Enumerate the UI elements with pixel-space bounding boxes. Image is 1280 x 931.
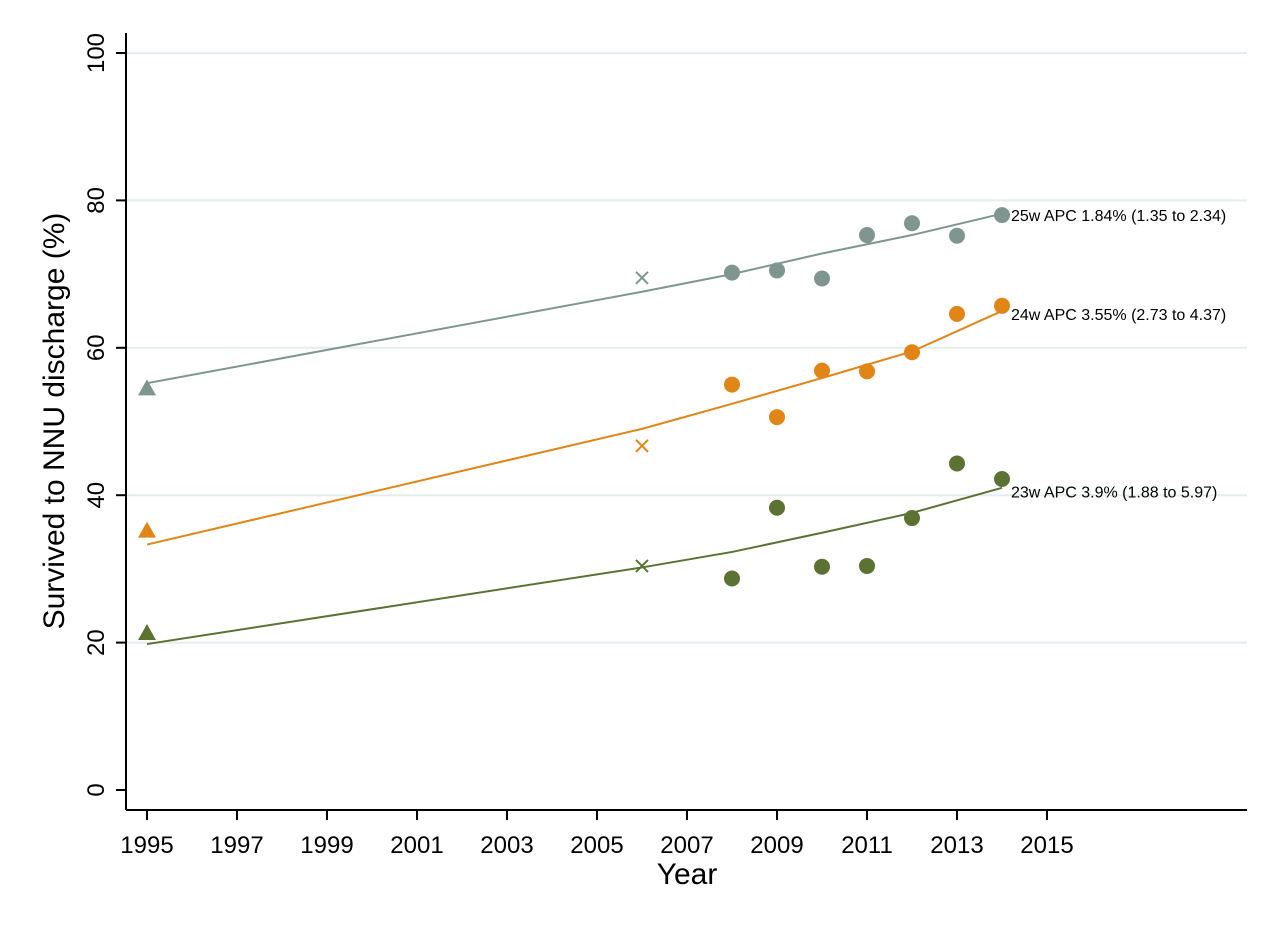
circle-point-25w: [949, 227, 965, 244]
y-tick-label: 20: [83, 629, 110, 656]
y-axis-title: Survived to NNU discharge (%): [38, 213, 71, 630]
trend-line-24w: [146, 310, 1003, 546]
x-tick-label: 1995: [120, 832, 173, 859]
circle-point-25w: [859, 227, 875, 244]
circle-point-24w: [859, 363, 875, 380]
y-tick-label: 0: [83, 783, 110, 796]
circle-point-25w: [814, 270, 830, 287]
x-tick-label: 2009: [750, 832, 803, 859]
x-tick-label: 2005: [570, 832, 623, 859]
trend-line-23w: [146, 486, 1003, 646]
circle-point-25w: [769, 262, 785, 279]
x-tick-label: 2011: [841, 832, 893, 859]
cross-point-25w: [635, 271, 649, 285]
circle-point-24w: [724, 376, 740, 393]
x-axis-title: Year: [657, 858, 718, 891]
circle-point-25w: [724, 264, 740, 281]
x-tick-label: 2003: [480, 832, 533, 859]
circle-point-24w: [994, 297, 1010, 314]
annotation-24w: 24w APC 3.55% (2.73 to 4.37): [1011, 307, 1226, 324]
x-tick-label: 1997: [210, 832, 263, 859]
circle-point-25w: [904, 215, 920, 232]
circle-point-24w: [904, 344, 920, 361]
annotations: 25w APC 1.84% (1.35 to 2.34) 24w APC 3.55…: [1011, 208, 1226, 501]
circle-point-23w: [814, 558, 830, 575]
axes: [125, 33, 1247, 811]
circle-point-25w: [994, 207, 1010, 224]
cross-point-24w: [635, 439, 649, 453]
y-tick-label: 100: [83, 33, 110, 73]
annotation-25w: 25w APC 1.84% (1.35 to 2.34): [1011, 208, 1226, 225]
circle-point-23w: [724, 570, 740, 587]
cross-point-23w: [635, 559, 649, 573]
y-tick-label: 40: [83, 482, 110, 509]
circle-point-23w: [769, 499, 785, 516]
circle-point-23w: [994, 470, 1010, 487]
x-tick-label: 2015: [1020, 832, 1073, 859]
x-tick-label: 2013: [930, 832, 983, 859]
circle-point-23w: [904, 510, 920, 527]
circle-point-24w: [814, 362, 830, 379]
x-tick-label: 2007: [660, 832, 713, 859]
tick-labels: 0 20 40 60 80 100 1995 1997 1999 2001 2003 2005 2007…: [83, 33, 1074, 859]
cross-stroke: [635, 559, 649, 573]
trend-lines: [146, 212, 1003, 646]
x-tick-label: 2001: [390, 832, 443, 859]
tick-marks: [116, 52, 1048, 820]
y-tick-label: 60: [83, 334, 110, 361]
circle-point-23w: [859, 557, 875, 574]
triangle-point-25w: [138, 379, 156, 396]
cross-stroke: [635, 271, 649, 285]
triangle-point-23w: [138, 624, 156, 641]
x-tick-label: 1999: [300, 832, 353, 859]
data-points: [138, 207, 1010, 641]
triangle-point-24w: [138, 521, 156, 538]
grid-lines: [126, 52, 1247, 644]
cross-stroke: [635, 439, 649, 453]
circle-point-24w: [949, 305, 965, 322]
y-tick-label: 80: [83, 187, 110, 214]
circle-point-23w: [949, 455, 965, 472]
circle-point-24w: [769, 409, 785, 426]
annotation-23w: 23w APC 3.9% (1.88 to 5.97): [1011, 485, 1217, 502]
